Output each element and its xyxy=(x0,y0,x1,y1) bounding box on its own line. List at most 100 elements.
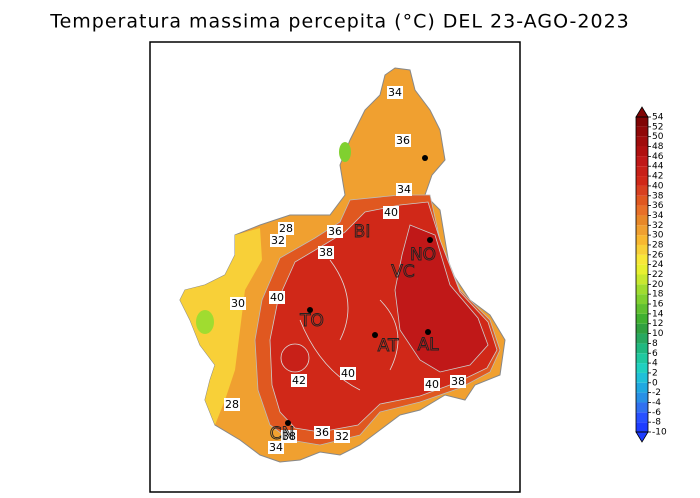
colorbar-swatch xyxy=(636,392,648,403)
contour-label: 42 xyxy=(292,374,306,387)
contour-label: 40 xyxy=(425,378,439,391)
colorbar-tick-label: 38 xyxy=(652,191,664,201)
colorbar-tick-label: 14 xyxy=(652,309,664,319)
contour-label: 38 xyxy=(282,430,296,443)
colorbar-tick-label: 48 xyxy=(652,142,664,152)
colorbar-swatch xyxy=(636,353,648,364)
colorbar-swatch xyxy=(636,274,648,285)
contour-label: 36 xyxy=(396,134,410,147)
colorbar-tick-label: 0 xyxy=(652,378,658,388)
isoline xyxy=(299,259,399,391)
colorbar-swatch xyxy=(636,323,648,334)
colorbar-swatch xyxy=(636,254,648,265)
contour-label-box xyxy=(278,222,294,235)
colorbar-arrow-bottom xyxy=(635,431,649,443)
colorbar-swatch xyxy=(636,284,648,295)
title: Temperatura massima percepita (°C) DEL 2… xyxy=(49,11,630,33)
contour-label-box xyxy=(340,367,356,380)
city-label: BI xyxy=(354,222,371,242)
hot-spot xyxy=(280,343,310,373)
contour-label-box xyxy=(291,374,307,387)
colorbar-tick-label: 28 xyxy=(652,240,664,250)
contour-label: 36 xyxy=(315,426,329,439)
contour-label-box xyxy=(269,291,285,304)
colorbar-tick-label: 12 xyxy=(652,319,663,329)
colorbar-tick-label: -10 xyxy=(652,428,667,438)
colorbar-swatch xyxy=(636,313,648,324)
contour-label: 38 xyxy=(451,375,465,388)
colorbar-tick-label: 34 xyxy=(652,211,664,221)
colorbar-tick-label: 22 xyxy=(652,270,663,280)
colorbar-swatch xyxy=(636,195,648,206)
colorbar-arrow-top xyxy=(635,106,649,118)
colorbar-tick-label: 26 xyxy=(652,250,664,260)
colorbar-swatch xyxy=(636,205,648,216)
contour-label-box xyxy=(270,234,286,247)
colorbar-swatch xyxy=(636,117,648,127)
colorbar-swatch xyxy=(636,156,648,167)
colorbar-swatch xyxy=(636,422,648,432)
cool-spot xyxy=(196,310,214,334)
colorbar-swatch xyxy=(636,412,648,423)
contour-label-box xyxy=(314,426,330,439)
contour-label: 34 xyxy=(269,441,283,454)
contour-label: 32 xyxy=(335,430,349,443)
colorbar-tick-label: 36 xyxy=(652,201,664,211)
colorbar-swatch xyxy=(636,382,648,393)
city-label: TO xyxy=(299,311,324,331)
contour-label: 36 xyxy=(328,225,342,238)
contour-label: 34 xyxy=(397,183,411,196)
contour-label: 34 xyxy=(388,86,402,99)
colorbar-tick-label: 4 xyxy=(652,359,658,369)
colorbar-tick-label: 30 xyxy=(652,231,664,241)
colorbar-swatch xyxy=(636,146,648,157)
colorbar-tick-label: 42 xyxy=(652,172,663,182)
colorbar-swatch xyxy=(636,372,648,383)
colorbar-tick-label: 50 xyxy=(652,132,664,142)
colorbar-tick-label: 18 xyxy=(652,290,664,300)
city-label: AT xyxy=(378,336,399,356)
colorbar-tick-label: -6 xyxy=(652,408,661,418)
contour-label-box xyxy=(424,378,440,391)
colorbar-tick-label: 24 xyxy=(652,260,664,270)
colorbar-tick-label: 52 xyxy=(652,122,663,132)
colorbar-tick-label: 46 xyxy=(652,152,664,162)
colorbar: 5452504846444240383634323028262422201816… xyxy=(635,106,667,443)
colorbar-swatch xyxy=(636,343,648,354)
colorbar-swatch xyxy=(636,176,648,186)
contour-label-box xyxy=(383,206,399,219)
map xyxy=(179,67,506,463)
colorbar-tick-label: 2 xyxy=(652,368,658,378)
colorbar-tick-label: 8 xyxy=(652,339,658,349)
colorbar-swatch xyxy=(636,166,648,177)
city-label: AL xyxy=(417,335,439,355)
colorbar-tick-label: 44 xyxy=(652,162,664,172)
city-dots xyxy=(285,155,433,426)
colorbar-tick-label: -2 xyxy=(652,388,661,398)
cool-spot xyxy=(339,142,351,162)
contour-label: 40 xyxy=(270,291,284,304)
colorbar-tick-label: 20 xyxy=(652,280,664,290)
contour-label: 28 xyxy=(279,222,293,235)
city-label: CN xyxy=(270,424,295,444)
contour-label: 28 xyxy=(225,398,239,411)
contour-label-box xyxy=(224,398,240,411)
colorbar-swatch xyxy=(636,225,648,236)
colorbar-swatch xyxy=(636,126,648,137)
contour-label-box xyxy=(334,430,350,443)
colorbar-swatch xyxy=(636,185,648,196)
contour-label: 40 xyxy=(384,206,398,219)
colorbar-swatch xyxy=(636,264,648,275)
contour-label: 30 xyxy=(231,297,245,310)
colorbar-swatch xyxy=(636,136,648,147)
colorbar-tick-label: -8 xyxy=(652,418,661,428)
colorbar-tick-label: 32 xyxy=(652,221,663,231)
colorbar-tick-label: 54 xyxy=(652,113,664,123)
contour-label-box xyxy=(268,441,284,454)
colorbar-swatch xyxy=(636,294,648,305)
region-42 xyxy=(394,224,489,373)
contour-label: 38 xyxy=(319,246,333,259)
contour-label-box xyxy=(450,375,466,388)
city-label: VC xyxy=(391,262,415,282)
